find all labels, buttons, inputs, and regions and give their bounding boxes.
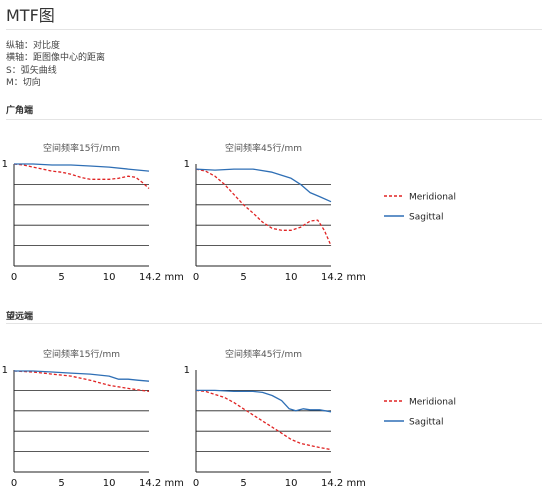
explanation-line-s: S：弧矢曲线	[6, 65, 57, 76]
chart-4-title: 空间频率45行/mm	[225, 348, 302, 360]
chart-2-xtick-label: 14.2 mm	[321, 272, 366, 283]
chart-3-series-meridional	[13, 370, 150, 393]
title-divider	[6, 29, 542, 30]
chart-3-title: 空间频率15行/mm	[43, 348, 120, 360]
section-divider-tele	[6, 323, 542, 324]
legend-1-label-sagittal: Sagittal	[409, 213, 444, 223]
explanation-line-horizontal-axis: 横轴：距图像中心的距离	[6, 53, 106, 64]
chart-3-xtick-label: 14.2 mm	[139, 478, 184, 489]
chart-4-xtick-label: 5	[240, 478, 246, 489]
chart-3-xtick-label: 10	[103, 478, 116, 489]
chart-2-series-sagittal	[195, 168, 332, 203]
chart-2-xtick-label: 5	[240, 272, 246, 283]
chart-2-title: 空间频率45行/mm	[225, 142, 302, 154]
page-title: MTF图	[6, 6, 55, 25]
chart-4-xtick-label: 0	[193, 478, 199, 489]
chart-1-xtick-label: 10	[103, 272, 116, 283]
legend-2-label-sagittal: Sagittal	[409, 418, 444, 428]
chart-1-xtick-label: 0	[11, 272, 17, 283]
chart-1-ytick-label: 1	[2, 159, 8, 170]
chart-1-series-meridional	[13, 163, 150, 189]
section-title-tele: 望远端	[6, 312, 34, 322]
chart-2-ytick-label: 1	[184, 159, 190, 170]
chart-3-ytick-label: 1	[2, 365, 8, 376]
chart-4-series-meridional	[195, 389, 332, 451]
section-title-wide: 广角端	[6, 106, 34, 116]
chart-3-xtick-label: 5	[58, 478, 64, 489]
chart-1-series-sagittal	[14, 163, 150, 172]
chart-1-xtick-label: 5	[58, 272, 64, 283]
chart-2-series-meridional	[195, 168, 332, 246]
chart-3-series-sagittal	[14, 370, 150, 382]
chart-4-xtick-label: 10	[285, 478, 298, 489]
section-divider-wide	[6, 119, 542, 120]
chart-1-title: 空间频率15行/mm	[43, 142, 120, 154]
chart-3-xtick-label: 0	[11, 478, 17, 489]
legend-1-label-meridional: Meridional	[409, 193, 456, 203]
explanation-line-m: M：切向	[6, 78, 41, 89]
legend-2-label-meridional: Meridional	[409, 398, 456, 408]
axis-explanation: 纵轴：对比度 横轴：距图像中心的距离 S：弧矢曲线 M：切向	[6, 40, 105, 90]
chart-4-xtick-label: 14.2 mm	[321, 478, 366, 489]
chart-1-xtick-label: 14.2 mm	[139, 272, 184, 283]
chart-2-xtick-label: 10	[285, 272, 298, 283]
chart-4-ytick-label: 1	[184, 365, 190, 376]
chart-4-series-sagittal	[196, 389, 332, 413]
explanation-line-vertical-axis: 纵轴：对比度	[6, 41, 61, 51]
chart-2-xtick-label: 0	[193, 272, 199, 283]
